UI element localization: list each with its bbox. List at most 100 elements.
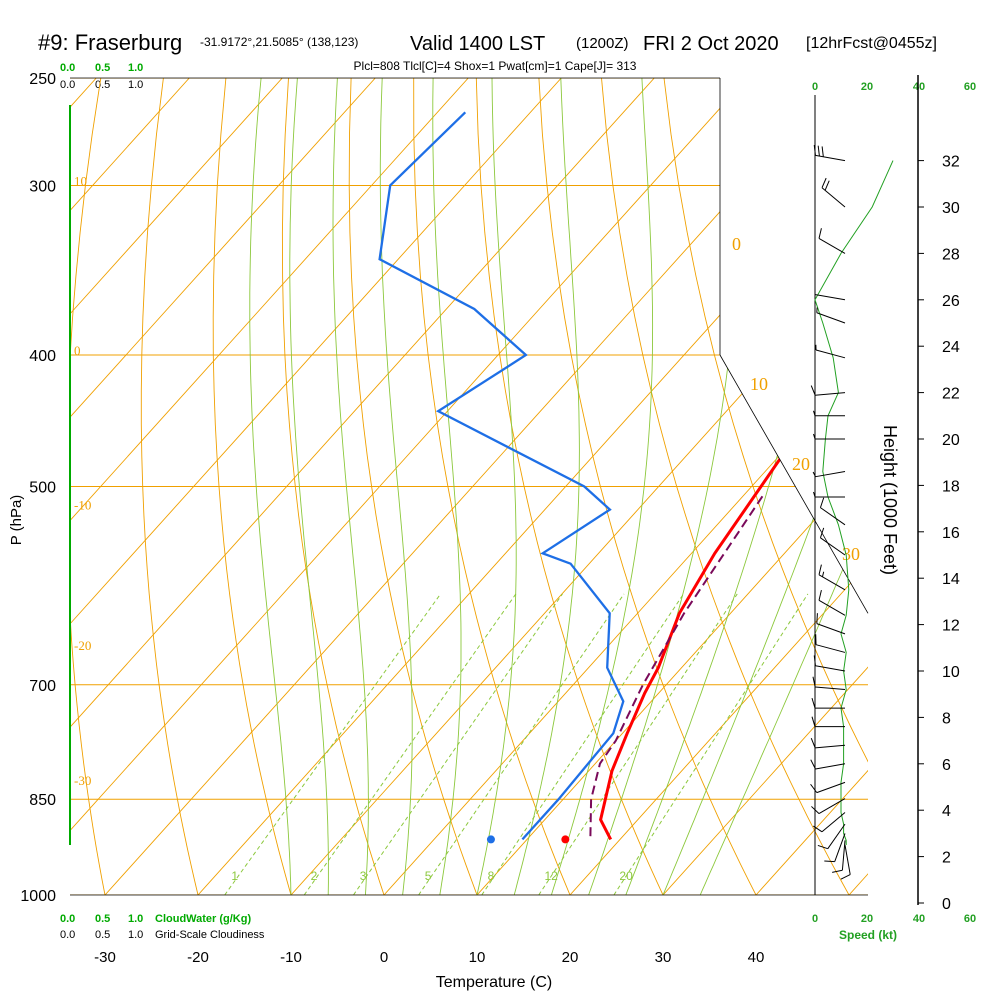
wind-barb-staff bbox=[818, 237, 846, 254]
speed-bottom-tick-0: 0 bbox=[812, 913, 818, 925]
wind-barb-feather bbox=[821, 146, 824, 157]
wind-barb-feather bbox=[810, 783, 818, 793]
wind-barb-staff bbox=[815, 294, 846, 301]
pressure-tick-label: 250 bbox=[29, 71, 56, 88]
wind-barb-staff bbox=[815, 154, 846, 162]
temperature-tick-label: 20 bbox=[562, 949, 579, 966]
wind-barb-staff bbox=[821, 812, 846, 833]
wind-barb-staff bbox=[834, 833, 846, 862]
wind-barb bbox=[810, 737, 846, 749]
temperature-line bbox=[599, 111, 868, 841]
data-layer bbox=[378, 111, 868, 844]
height-tick-label: 28 bbox=[942, 246, 960, 263]
dry-adiabat-line bbox=[663, 78, 868, 895]
wind-barb-feather bbox=[832, 869, 843, 873]
temperature-tick-label: -10 bbox=[280, 949, 302, 966]
height-tick-label: 4 bbox=[942, 803, 951, 820]
speed-top-tick-3: 60 bbox=[964, 81, 976, 93]
wind-barb bbox=[821, 177, 846, 208]
wind-barb bbox=[815, 294, 846, 301]
height-tick-label: 2 bbox=[942, 850, 951, 867]
dewpoint-line bbox=[378, 111, 625, 841]
wind-barb-feather bbox=[810, 759, 816, 770]
dry-adiabat-line bbox=[601, 78, 850, 895]
wind-barb-feather bbox=[816, 613, 818, 624]
theta-e-label: 0 bbox=[732, 234, 741, 254]
wind-barb bbox=[813, 144, 846, 162]
pressure-tick-label: 500 bbox=[29, 480, 56, 497]
mixing-ratio-label: 2 bbox=[311, 869, 318, 883]
moist-adiabat-line bbox=[379, 78, 413, 895]
wind-barb-staff bbox=[815, 644, 846, 653]
temperature-tick-label: -30 bbox=[94, 949, 116, 966]
cloud-bottom-green-0: 0.0 bbox=[60, 913, 75, 925]
mixing-ratio-label: 20 bbox=[619, 869, 633, 883]
theta-label: 10 bbox=[74, 173, 87, 188]
height-tick-label: 32 bbox=[942, 154, 960, 171]
dry-adiabat-line bbox=[977, 78, 1000, 895]
wind-barb bbox=[813, 812, 846, 833]
mixing-ratio-label: 3 bbox=[360, 869, 367, 883]
mixing-ratio-line bbox=[303, 593, 517, 895]
isotherm-line bbox=[70, 78, 562, 895]
theta-e-label: 30 bbox=[842, 544, 860, 564]
wind-barb bbox=[812, 470, 846, 478]
isotherm-line bbox=[104, 78, 841, 895]
isotherm-line bbox=[70, 78, 655, 895]
wind-barb-feather bbox=[817, 145, 820, 157]
temperature-tick-label: -20 bbox=[187, 949, 209, 966]
dry-adiabat-line bbox=[475, 78, 664, 895]
cloud-top-green-2: 1.0 bbox=[128, 62, 143, 74]
isotherm-line bbox=[70, 78, 469, 895]
valid-time: Valid 1400 LST bbox=[410, 33, 545, 55]
parcel-line bbox=[589, 491, 766, 837]
theta-e-label: 20 bbox=[792, 454, 810, 474]
mixing-ratio-line bbox=[613, 593, 809, 895]
wind-barb-staff bbox=[841, 840, 846, 871]
wind-barb bbox=[811, 798, 846, 815]
wind-barb-staff bbox=[815, 686, 846, 691]
wind-barb bbox=[819, 497, 846, 526]
pressure-tick-label: 700 bbox=[29, 678, 56, 695]
station-title: #9: Fraserburg bbox=[38, 30, 182, 55]
wind-barb bbox=[815, 634, 846, 653]
wind-barb-staff bbox=[816, 312, 846, 324]
wind-barb-feather bbox=[840, 874, 851, 880]
mixing-ratio-line bbox=[418, 593, 625, 895]
wind-barb-staff bbox=[815, 665, 846, 672]
temperature-tick-label: 10 bbox=[469, 949, 486, 966]
wind-barb bbox=[812, 676, 846, 691]
wind-barb-staff bbox=[815, 763, 846, 770]
wind-barb-staff bbox=[844, 844, 851, 875]
wind-barb bbox=[810, 781, 846, 794]
wind-barb bbox=[824, 833, 846, 863]
height-tick-label: 6 bbox=[942, 757, 951, 774]
speed-top-tick-2: 40 bbox=[913, 81, 925, 93]
series-clip bbox=[378, 111, 868, 841]
dry-adiabat-line bbox=[851, 78, 868, 895]
dry-adiabat-line bbox=[140, 78, 199, 895]
surface-dewpoint-point bbox=[486, 835, 495, 844]
wind-barb bbox=[832, 840, 846, 873]
wind-barb-feather bbox=[811, 697, 816, 709]
height-tick-label: 10 bbox=[942, 664, 960, 681]
speed-axis-label: Speed (kt) bbox=[839, 928, 897, 942]
dry-adiabat-line bbox=[538, 78, 757, 895]
speed-top-tick-1: 20 bbox=[861, 81, 873, 93]
wind-barb bbox=[813, 491, 845, 498]
wind-barb-feather bbox=[813, 825, 823, 833]
x-axis-title: Temperature (C) bbox=[436, 974, 552, 991]
speed-bottom-tick-2: 40 bbox=[913, 913, 925, 925]
wind-barb bbox=[810, 385, 846, 396]
moist-adiabat-line bbox=[662, 78, 868, 895]
wind-barb-feather bbox=[818, 228, 822, 239]
height-tick-label: 22 bbox=[942, 386, 960, 403]
wind-barb-staff bbox=[818, 574, 846, 591]
cloud-top-black-1: 0.5 bbox=[95, 79, 110, 91]
wind-barb-feather bbox=[810, 385, 816, 396]
temperature-tick-label: 0 bbox=[380, 949, 388, 966]
moist-adiabat-line bbox=[476, 78, 517, 895]
speed-axis: 0 20 40 60 0 20 40 60 Speed (kt) bbox=[812, 81, 976, 942]
